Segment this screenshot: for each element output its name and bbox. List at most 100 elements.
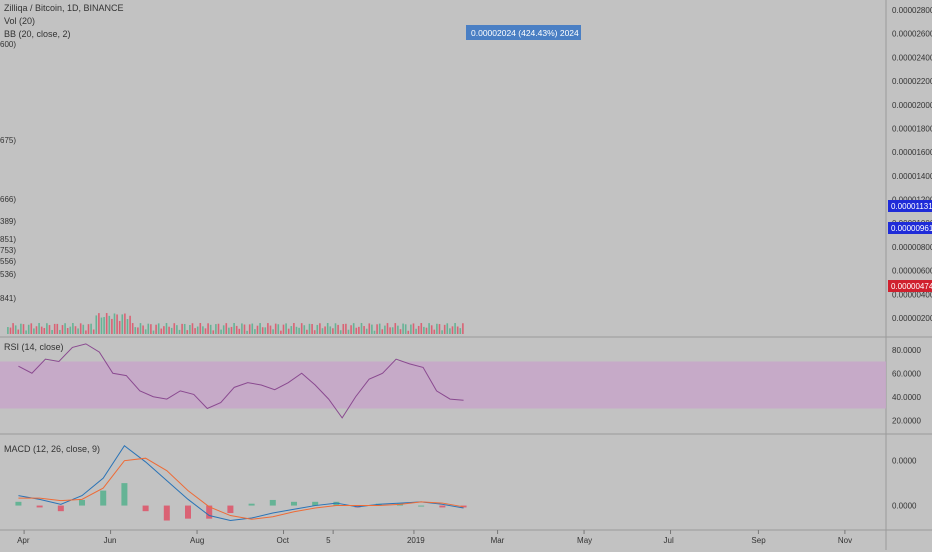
- volume-bar: [126, 319, 129, 334]
- volume-bar: [108, 315, 111, 334]
- macd-tick-label: 0.0000: [892, 457, 917, 466]
- volume-bar: [111, 318, 113, 334]
- volume-bar: [142, 325, 144, 334]
- volume-bar: [131, 323, 134, 334]
- price-badge: [888, 222, 932, 234]
- volume-bar: [345, 323, 347, 334]
- volume-bar: [462, 323, 464, 334]
- volume-bar: [451, 326, 454, 334]
- volume-bar: [124, 313, 126, 334]
- volume-bar: [371, 324, 373, 334]
- time-tick-label: Oct: [277, 536, 290, 545]
- volume-bar: [207, 323, 209, 334]
- volume-bar: [90, 323, 92, 334]
- volume-bar: [144, 329, 147, 334]
- volume-bar: [326, 323, 329, 334]
- macd-histogram-bar: [15, 501, 22, 506]
- volume-bar: [360, 323, 363, 334]
- volume-bar: [40, 326, 43, 334]
- volume-bar: [204, 328, 207, 334]
- volume-bar: [137, 327, 139, 334]
- volume-bar: [69, 326, 72, 334]
- volume-bar: [233, 323, 235, 334]
- volume-bar: [420, 323, 423, 334]
- rsi-tick-label: 20.0000: [892, 416, 921, 425]
- time-tick-label: 2019: [407, 536, 425, 545]
- level-label: 753): [0, 246, 16, 255]
- rsi-tick-label: 40.0000: [892, 393, 921, 402]
- volume-bar: [220, 329, 222, 334]
- volume-bar: [256, 325, 259, 334]
- volume-bar: [152, 330, 155, 334]
- volume-bar: [311, 324, 313, 334]
- macd-histogram-bar: [100, 490, 107, 506]
- price-badge: [888, 280, 932, 292]
- volume-bar: [20, 323, 22, 334]
- volume-bar: [194, 328, 196, 334]
- macd-histogram-bar: [121, 483, 128, 506]
- volume-bar: [347, 329, 350, 334]
- rsi-band: [0, 361, 886, 409]
- volume-bar: [150, 324, 152, 334]
- volume-bar: [228, 327, 230, 334]
- volume-bar: [287, 328, 290, 334]
- volume-bar: [365, 328, 368, 334]
- volume-bar: [56, 323, 59, 334]
- volume-bar: [391, 327, 394, 334]
- volume-bar: [186, 330, 189, 334]
- bollinger-legend: BB (20, close, 2): [4, 29, 71, 39]
- volume-bar: [87, 324, 90, 334]
- volume-bar: [381, 329, 384, 334]
- volume-bar: [438, 324, 441, 334]
- volume-bar: [446, 323, 449, 334]
- volume-bar: [243, 324, 246, 334]
- volume-bar: [170, 327, 173, 334]
- volume-bar: [410, 324, 412, 334]
- volume-bar: [441, 330, 443, 334]
- price-tick-label: 0.00002200: [892, 77, 932, 86]
- volume-bar: [386, 323, 389, 334]
- macd-histogram-bar: [333, 501, 340, 506]
- time-tick-label: Jun: [104, 536, 117, 545]
- volume-bar: [430, 325, 433, 334]
- macd-histogram-bar: [36, 505, 43, 508]
- volume-bar: [329, 326, 332, 334]
- volume-bar: [85, 330, 87, 334]
- volume-bar: [178, 329, 181, 334]
- volume-bar: [261, 327, 264, 334]
- volume-bar: [246, 330, 248, 334]
- volume-bar: [313, 330, 316, 334]
- signal-line: [18, 457, 464, 520]
- level-label: 600): [0, 40, 16, 49]
- volume-bar: [397, 325, 399, 334]
- volume-bar: [241, 323, 243, 334]
- volume-bar: [368, 323, 371, 334]
- volume-bar: [43, 328, 46, 334]
- volume-bar: [290, 326, 293, 334]
- volume-bar: [33, 328, 35, 334]
- volume-bar: [423, 326, 425, 334]
- rsi-legend: RSI (14, close): [4, 342, 64, 352]
- volume-bar: [272, 329, 274, 334]
- volume-bar: [163, 326, 165, 334]
- volume-bar: [14, 325, 17, 334]
- volume-bar: [165, 323, 168, 334]
- volume-bar: [412, 323, 415, 334]
- volume-bar: [389, 327, 391, 334]
- macd-histogram-bar: [57, 505, 64, 512]
- volume-bar: [217, 323, 220, 334]
- volume-bar: [267, 323, 269, 334]
- volume-bar: [139, 323, 142, 334]
- volume-bar: [173, 323, 176, 334]
- volume-bar: [449, 328, 451, 334]
- volume-bar: [181, 323, 183, 334]
- rsi-tick-label: 60.0000: [892, 369, 921, 378]
- level-label: 536): [0, 270, 16, 279]
- macd-legend: MACD (12, 26, close, 9): [4, 444, 101, 454]
- volume-bar: [251, 323, 254, 334]
- time-tick-label: Mar: [491, 536, 505, 545]
- volume-bar: [295, 326, 298, 334]
- volume-bar: [209, 324, 212, 334]
